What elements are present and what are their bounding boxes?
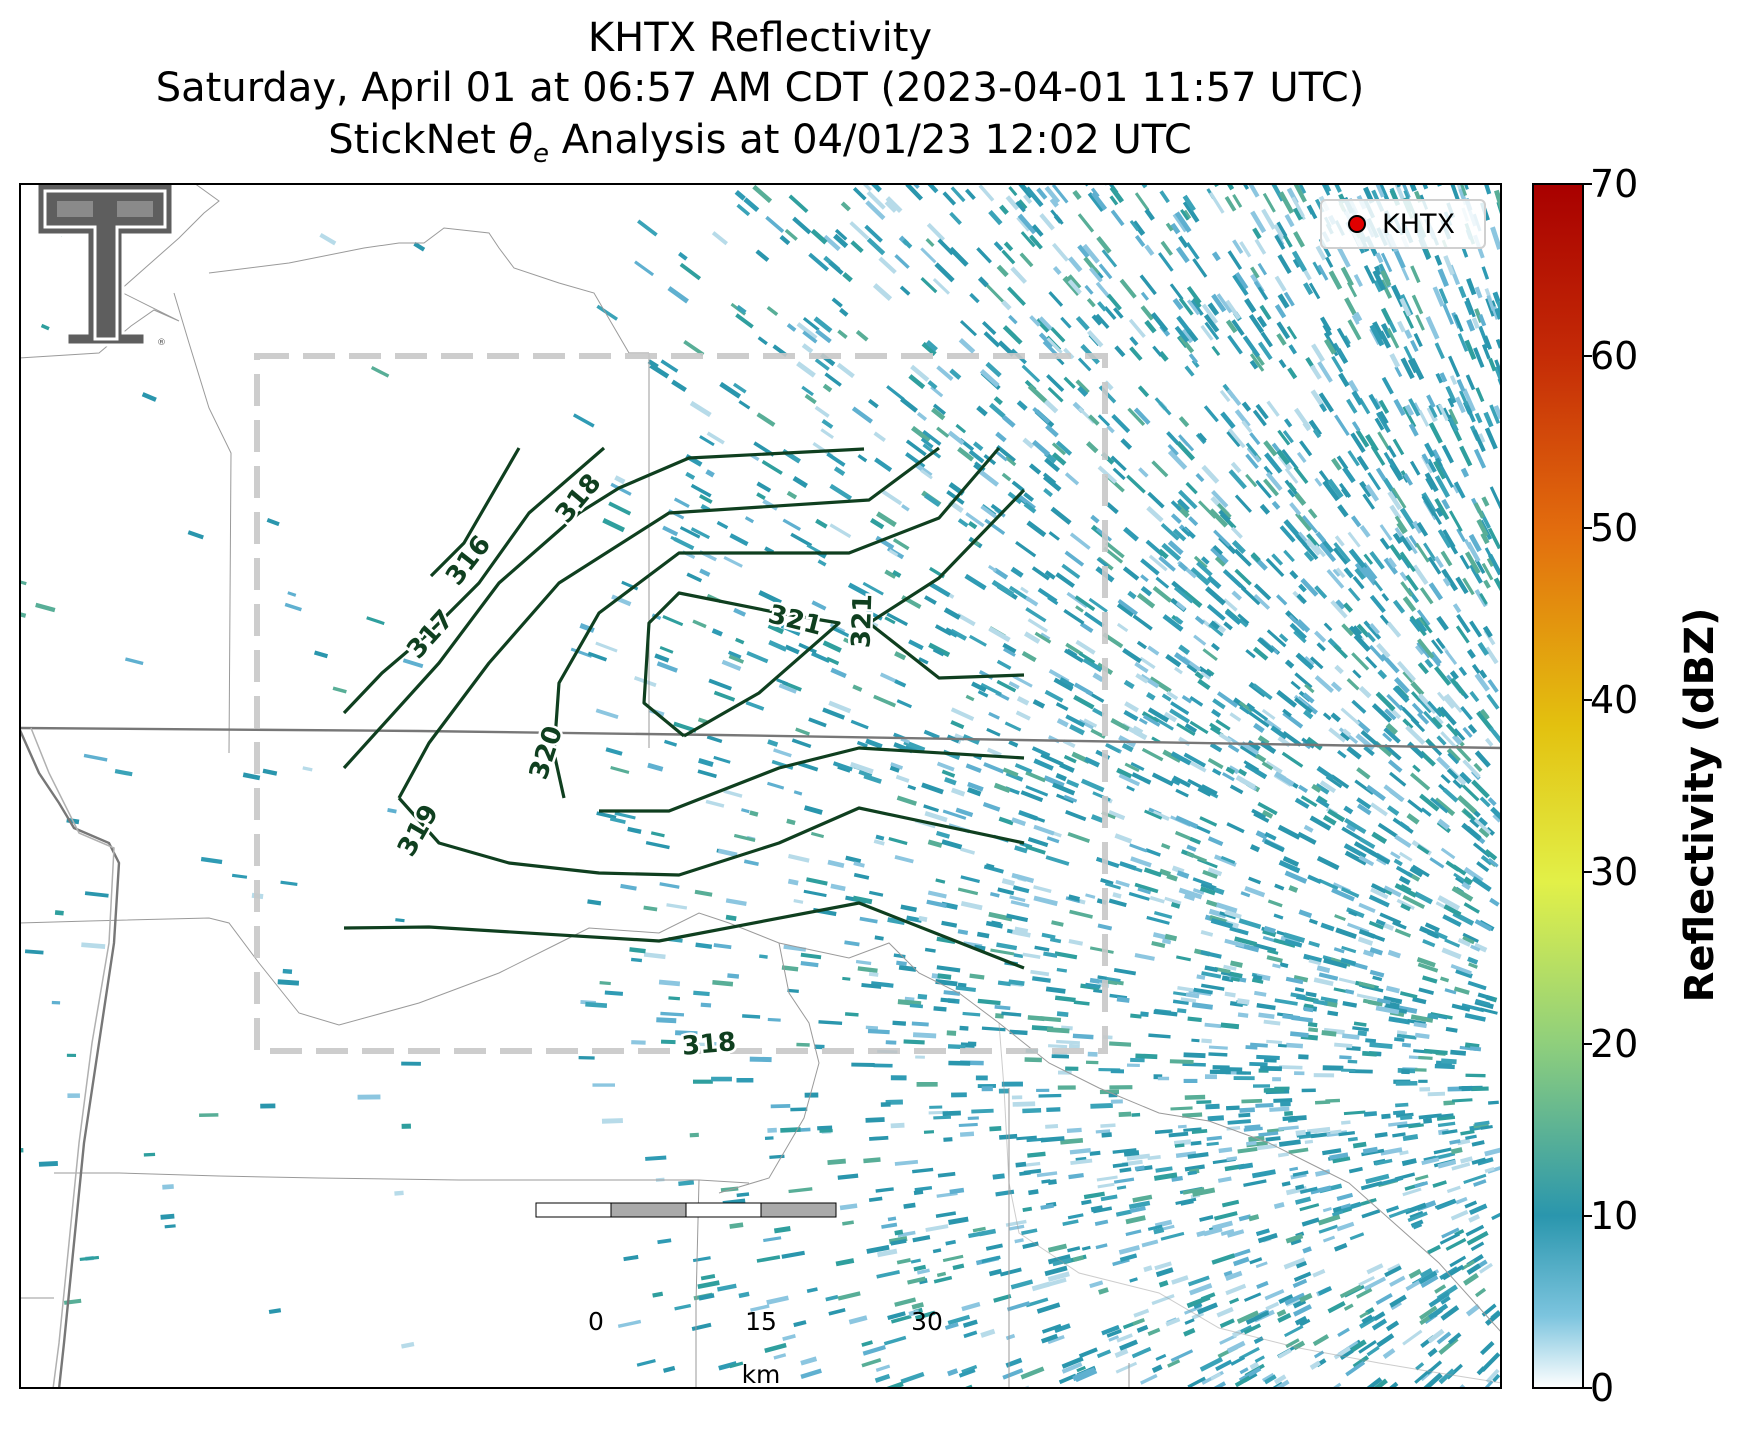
contour-label-318: 318 <box>550 468 608 529</box>
contour-316 <box>429 447 521 578</box>
colorbar-label: Reflectivity (dBZ) <box>1677 607 1723 1003</box>
map-legend: KHTX <box>1320 199 1486 249</box>
colorbar-tick-40: 40 <box>1590 678 1639 722</box>
contour-label-316: 316 <box>440 530 497 591</box>
colorbar <box>1532 183 1592 1389</box>
colorbar-tick-10: 10 <box>1590 1194 1639 1238</box>
contour-319-south <box>397 796 1025 877</box>
scalebar-unit: km <box>741 1360 781 1389</box>
colorbar-tick-20: 20 <box>1590 1022 1639 1066</box>
contour-318-south <box>343 901 1025 970</box>
theta-symbol: θ <box>508 117 533 163</box>
svg-text:®: ® <box>157 338 166 348</box>
contour-label-321: 321 <box>847 593 879 648</box>
contour-label-319: 319 <box>392 800 445 862</box>
texas-tech-double-t-logo: ® <box>35 183 175 348</box>
colorbar-tick-70: 70 <box>1590 162 1639 206</box>
contour-319 <box>397 446 940 799</box>
radar-site-marker <box>1348 215 1366 233</box>
title-line-1: KHTX Reflectivity <box>587 15 933 61</box>
contour-320-south <box>599 746 1025 813</box>
contour-label-317: 317 <box>401 604 460 664</box>
contour-label-318: 318 <box>681 1027 738 1062</box>
title-line-3: StickNet θe Analysis at 04/01/23 12:02 U… <box>328 117 1192 169</box>
scalebar-tick-15: 15 <box>745 1307 777 1336</box>
contour-318-north <box>342 447 865 770</box>
legend-label: KHTX <box>1382 208 1455 240</box>
state-boundaries <box>19 726 1502 1389</box>
scalebar-tick-30: 30 <box>911 1307 943 1336</box>
colorbar-tick-60: 60 <box>1590 334 1639 378</box>
contour-321-inner <box>642 591 841 738</box>
theta-subscript: e <box>532 139 549 169</box>
scalebar-tick-0: 0 <box>588 1307 604 1336</box>
theta-e-contours <box>342 446 1026 970</box>
colorbar-tick-0: 0 <box>1590 1366 1615 1410</box>
title-line-2: Saturday, April 01 at 06:57 AM CDT (2023… <box>155 65 1365 111</box>
contour-321-outer <box>868 621 1025 680</box>
scale-bar <box>535 1202 837 1218</box>
colorbar-tick-50: 50 <box>1590 506 1639 550</box>
colorbar-tick-30: 30 <box>1590 850 1639 894</box>
analysis-domain-box <box>254 353 1108 1054</box>
contour-320 <box>552 446 1001 799</box>
contour-317 <box>342 446 606 715</box>
radar-echo-layer <box>19 183 1502 1389</box>
contour-321-upper <box>868 488 1026 625</box>
